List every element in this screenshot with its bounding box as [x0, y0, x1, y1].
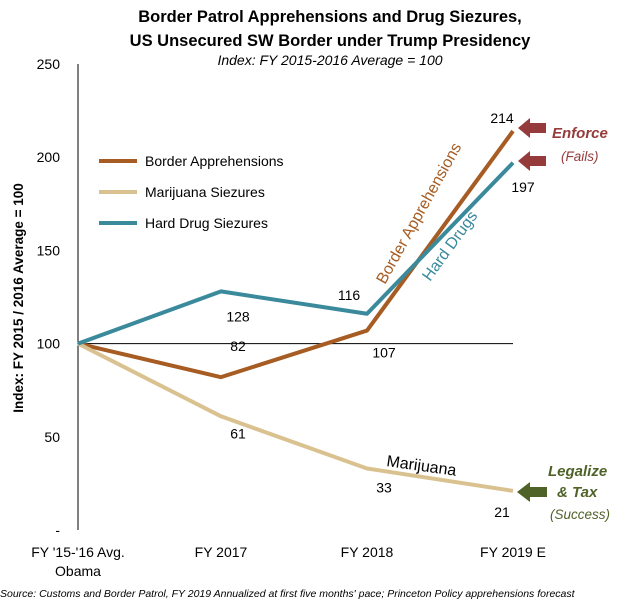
series-group [77, 129, 515, 493]
y-tick-label: 250 [37, 56, 61, 72]
y-tick-label: 200 [37, 149, 61, 165]
y-axis-title: Index: FY 2015 / 2016 Average = 100 [11, 183, 26, 413]
legend-label-marijuana: Marijuana Siezures [145, 184, 265, 200]
data-label: 33 [376, 479, 392, 495]
source-note: Source: Customs and Border Patrol, FY 20… [0, 588, 576, 600]
legend: Border Apprehensions Marijuana Siezures … [99, 153, 284, 231]
series-line-1 [77, 341, 514, 493]
data-label: 128 [226, 308, 250, 324]
data-label: 116 [338, 287, 361, 303]
legend-label-border-apprehensions: Border Apprehensions [145, 153, 284, 169]
data-labels: 82 107 214 61 33 21 128 116 197 [226, 110, 535, 520]
data-label: 21 [494, 504, 510, 520]
callout-enforce: Enforce [552, 125, 608, 142]
chart-title: Border Patrol Apprehensions and Drug Sie… [138, 8, 522, 26]
callout-legalize: Legalize [548, 463, 607, 480]
y-tick-label: 50 [44, 429, 60, 445]
arrow-enforce-icon [518, 118, 546, 138]
series-line-2 [77, 161, 515, 346]
x-tick-label: FY 2017 [195, 544, 248, 560]
data-label: 197 [511, 179, 535, 195]
chart-subtitle: Index: FY 2015-2016 Average = 100 [217, 52, 442, 68]
x-tick-sub-obama: Obama [55, 563, 101, 579]
data-label: 61 [230, 425, 246, 441]
x-ticks: FY '15-'16 Avg. FY 2017 FY 2018 FY 2019 E [31, 544, 546, 560]
callout-success: (Success) [550, 507, 610, 522]
y-ticks: - 50 100 150 200 250 [37, 56, 61, 538]
data-label: 214 [490, 110, 514, 126]
arrow-legalize-icon [517, 482, 547, 502]
x-tick-label: FY '15-'16 Avg. [31, 544, 125, 560]
callout-tax: & Tax [557, 484, 598, 501]
chart-title-line2: US Unsecured SW Border under Trump Presi… [130, 32, 532, 50]
series-line-0 [77, 129, 515, 380]
arrow-fails-icon [518, 151, 546, 171]
data-label: 107 [372, 345, 396, 361]
x-tick-label: FY 2019 E [480, 544, 546, 560]
x-tick-label: FY 2018 [341, 544, 394, 560]
y-tick-label: 100 [37, 336, 61, 352]
callout-fails: (Fails) [561, 149, 599, 164]
y-tick-label: 150 [37, 242, 61, 258]
data-label: 82 [230, 338, 246, 354]
legend-label-hard-drugs: Hard Drug Siezures [145, 215, 268, 231]
y-tick-label: - [55, 522, 60, 538]
